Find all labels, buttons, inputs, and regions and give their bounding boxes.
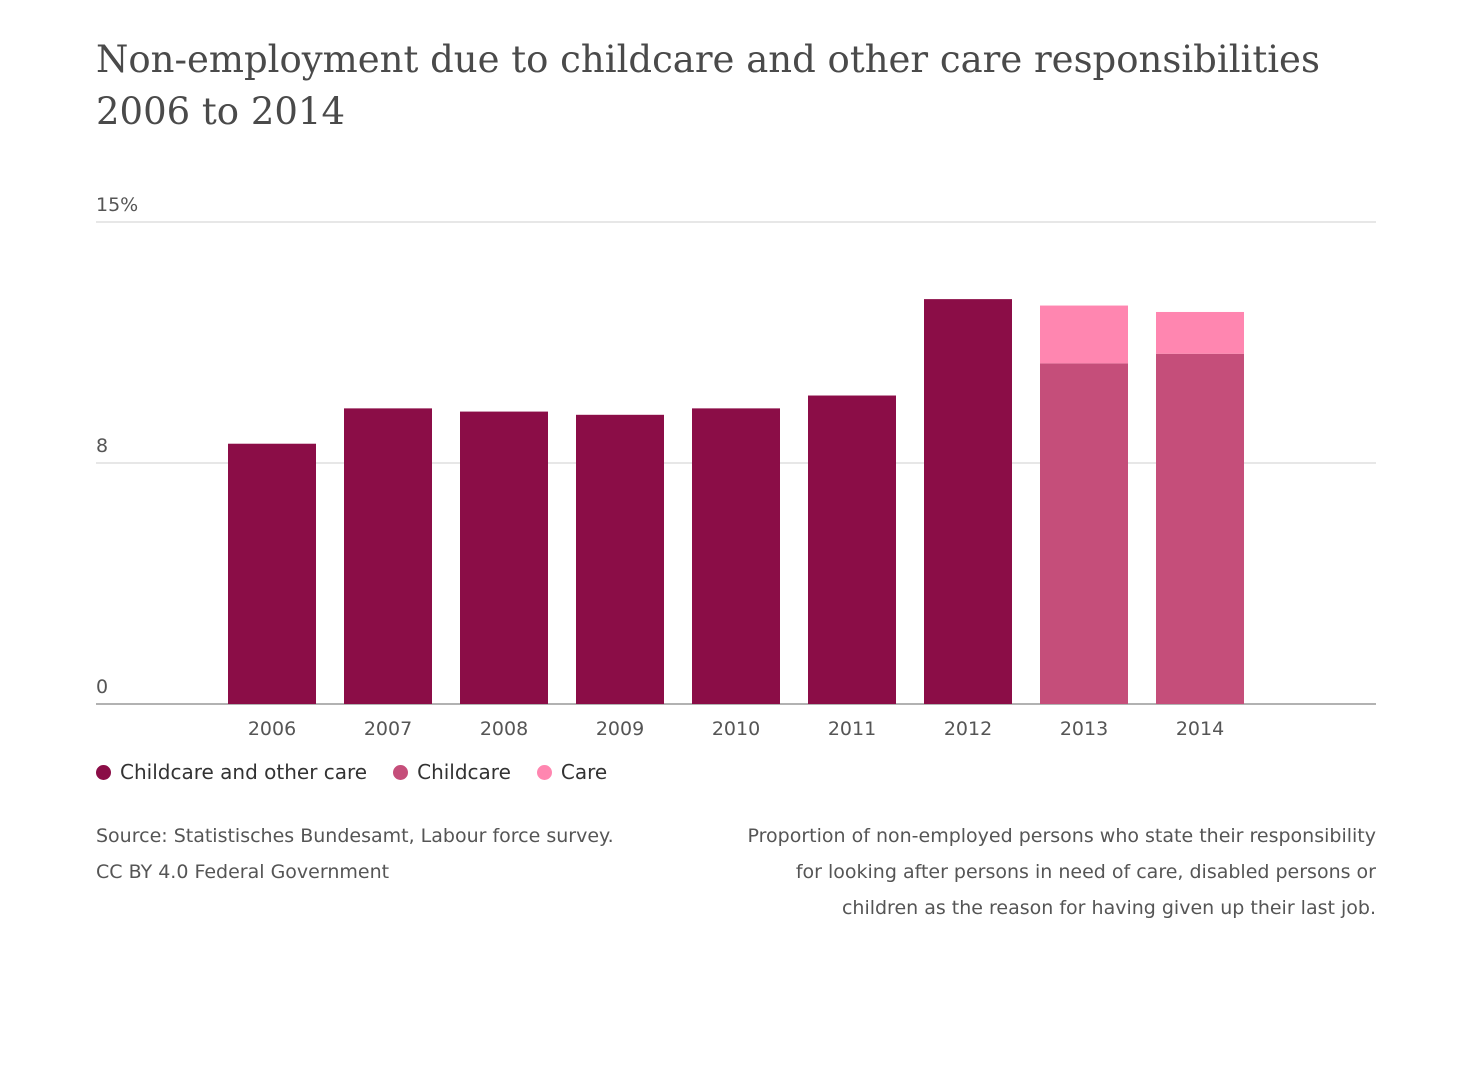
bar-2014-care (1156, 311, 1244, 354)
bars (228, 299, 1244, 704)
legend-item-childcare: Childcare (393, 760, 511, 784)
legend-label: Care (560, 760, 608, 784)
x-tick-label: 2012 (944, 718, 992, 740)
bar-2006-childcare-and-other-care (228, 443, 316, 704)
x-axis-labels: 2006 2007 2008 2009 2010 2011 2012 2013 2014 (248, 718, 1224, 740)
bar-2012-childcare-and-other-care (924, 299, 1012, 704)
x-tick-label: 2009 (596, 718, 644, 740)
x-tick-label: 2010 (712, 718, 760, 740)
bar-2013-care (1040, 305, 1128, 364)
legend: Childcare and other care Childcare Care (96, 760, 633, 784)
legend-label: Childcare (417, 760, 511, 784)
x-tick-label: 2014 (1176, 718, 1224, 740)
x-tick-label: 2011 (828, 718, 876, 740)
y-axis-labels: 0 8 15% (96, 194, 138, 698)
license-line: CC BY 4.0 Federal Government (96, 861, 390, 883)
x-tick-label: 2008 (480, 718, 528, 740)
legend-swatch-childcare-and-other-care (96, 764, 111, 780)
chart-description: Proportion of non-employed persons who s… (747, 825, 1376, 919)
x-tick-label: 2007 (364, 718, 412, 740)
bar-2013-childcare (1040, 363, 1128, 704)
legend-swatch-childcare (393, 764, 409, 780)
bar-2014-childcare (1156, 353, 1244, 704)
legend-item-childcare-and-other-care: Childcare and other care (96, 760, 367, 784)
legend-item-care: Care (536, 760, 608, 784)
y-tick-label: 15% (96, 194, 138, 216)
bar-2010-childcare-and-other-care (692, 408, 780, 704)
bar-2008-childcare-and-other-care (460, 411, 548, 704)
x-tick-label: 2013 (1060, 718, 1108, 740)
source-note: Source: Statistisches Bundesamt, Labour … (96, 818, 614, 890)
y-tick-label: 8 (96, 435, 108, 457)
chart-title: Non-employment due to childcare and othe… (96, 38, 1320, 133)
y-tick-label: 0 (96, 676, 108, 698)
bar-2011-childcare-and-other-care (808, 395, 896, 704)
bar-2007-childcare-and-other-care (344, 408, 432, 704)
legend-swatch-care (536, 764, 552, 780)
bar-2009-childcare-and-other-care (576, 414, 664, 704)
source-line: Source: Statistisches Bundesamt, Labour … (96, 825, 614, 847)
bar-chart: 2006 2007 2008 2009 2010 2011 2012 2013 2014 0 8 1… (96, 194, 1376, 740)
legend-label: Childcare and other care (120, 760, 368, 784)
x-tick-label: 2006 (248, 718, 296, 740)
